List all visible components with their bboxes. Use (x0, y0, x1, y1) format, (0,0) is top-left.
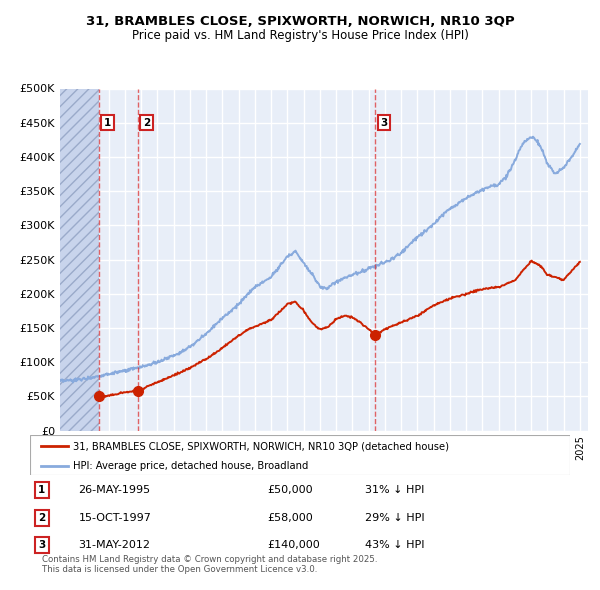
Text: 43% ↓ HPI: 43% ↓ HPI (365, 540, 424, 550)
Text: 31, BRAMBLES CLOSE, SPIXWORTH, NORWICH, NR10 3QP: 31, BRAMBLES CLOSE, SPIXWORTH, NORWICH, … (86, 15, 514, 28)
Text: 3: 3 (380, 118, 388, 127)
Text: 31, BRAMBLES CLOSE, SPIXWORTH, NORWICH, NR10 3QP (detached house): 31, BRAMBLES CLOSE, SPIXWORTH, NORWICH, … (73, 441, 449, 451)
Text: £140,000: £140,000 (268, 540, 320, 550)
Bar (60, 88, 99, 431)
Text: £50,000: £50,000 (268, 485, 313, 495)
Text: 3: 3 (38, 540, 46, 550)
Text: 26-MAY-1995: 26-MAY-1995 (79, 485, 151, 495)
Text: 31-MAY-2012: 31-MAY-2012 (79, 540, 151, 550)
Bar (60, 88, 99, 431)
Text: 2: 2 (143, 118, 150, 127)
FancyBboxPatch shape (30, 435, 570, 475)
Text: Price paid vs. HM Land Registry's House Price Index (HPI): Price paid vs. HM Land Registry's House … (131, 30, 469, 42)
Text: 1: 1 (38, 485, 46, 495)
Text: 31% ↓ HPI: 31% ↓ HPI (365, 485, 424, 495)
Text: £58,000: £58,000 (268, 513, 313, 523)
Text: 15-OCT-1997: 15-OCT-1997 (79, 513, 151, 523)
Text: Contains HM Land Registry data © Crown copyright and database right 2025.
This d: Contains HM Land Registry data © Crown c… (42, 555, 377, 574)
Text: 1: 1 (104, 118, 111, 127)
Text: 2: 2 (38, 513, 46, 523)
Text: HPI: Average price, detached house, Broadland: HPI: Average price, detached house, Broa… (73, 461, 308, 471)
Text: 29% ↓ HPI: 29% ↓ HPI (365, 513, 424, 523)
